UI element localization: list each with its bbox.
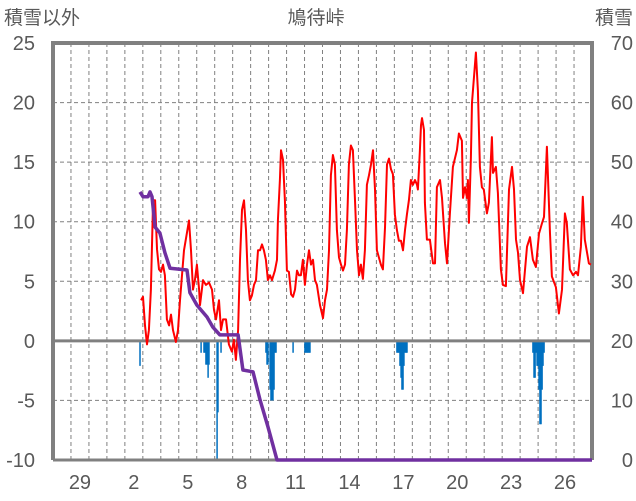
blue-bar xyxy=(304,340,306,353)
blue-bar xyxy=(275,340,277,353)
plot-frame xyxy=(51,41,594,460)
blue-bar xyxy=(404,340,406,353)
x-tick-label: 26 xyxy=(554,472,576,494)
left-tick-label: 0 xyxy=(24,331,35,353)
right-tick-label: 50 xyxy=(611,152,633,174)
x-tick-label: 14 xyxy=(338,472,360,494)
blue-bar xyxy=(266,340,268,365)
blue-bar xyxy=(541,340,543,390)
right-tick-label: 0 xyxy=(622,450,633,472)
x-tick-label: 23 xyxy=(500,472,522,494)
right-tick-label: 40 xyxy=(611,212,633,234)
red-line xyxy=(140,51,592,361)
blue-bar xyxy=(403,340,405,366)
blue-bar xyxy=(208,340,210,365)
blue-bar xyxy=(535,340,537,353)
gridlines xyxy=(53,43,592,460)
blue-bar xyxy=(537,340,539,366)
blue-bar xyxy=(405,340,407,353)
left-axis-title: 積雪以外 xyxy=(4,7,80,29)
left-tick-label: 25 xyxy=(13,33,35,55)
blue-bar xyxy=(270,340,272,401)
blue-bar xyxy=(306,340,308,353)
blue-bar xyxy=(274,340,276,353)
axes xyxy=(51,41,594,462)
blue-bar xyxy=(292,340,294,353)
blue-bar xyxy=(406,340,408,353)
blue-bar xyxy=(205,340,207,365)
blue-bar xyxy=(540,340,542,425)
right-tick-label: 20 xyxy=(611,331,633,353)
blue-bar xyxy=(273,340,275,390)
x-tick-label: 5 xyxy=(182,472,193,494)
blue-bar xyxy=(272,340,274,401)
blue-bar xyxy=(200,340,202,353)
blue-bar xyxy=(309,340,311,353)
left-tick-label: 10 xyxy=(13,212,35,234)
blue-bar xyxy=(533,340,535,378)
blue-bar xyxy=(139,340,141,366)
blue-bar xyxy=(308,340,310,353)
blue-bar xyxy=(539,340,541,425)
left-tick-label: 15 xyxy=(13,152,35,174)
x-tick-label: 2 xyxy=(128,472,139,494)
left-tick-label: 20 xyxy=(13,93,35,115)
blue-bar xyxy=(216,340,218,460)
blue-bar xyxy=(543,340,545,353)
blue-bar xyxy=(399,340,401,366)
line-series xyxy=(138,51,592,462)
blue-bar xyxy=(206,340,208,365)
left-tick-label: 5 xyxy=(24,271,35,293)
blue-bar xyxy=(207,340,209,378)
left-tick-label: -5 xyxy=(17,390,35,412)
blue-bar xyxy=(402,340,404,390)
blue-bar xyxy=(217,340,219,413)
x-tick-label: 11 xyxy=(285,472,306,494)
right-tick-label: 60 xyxy=(611,93,633,115)
blue-bar xyxy=(532,340,534,353)
snow-depth-line xyxy=(138,190,592,462)
blue-bar xyxy=(269,340,271,390)
right-tick-label: 10 xyxy=(611,390,633,412)
blue-bar xyxy=(536,340,538,366)
x-tick-label: 17 xyxy=(392,472,414,494)
blue-bar xyxy=(305,340,307,353)
right-tick-label: 70 xyxy=(611,33,633,55)
right-axis-title: 積雪 xyxy=(595,7,633,29)
blue-bar xyxy=(400,340,402,378)
right-tick-label: 30 xyxy=(611,271,633,293)
chart-title: 鳩待峠 xyxy=(287,7,344,29)
x-tick-label: 20 xyxy=(446,472,468,494)
x-tick-label: 29 xyxy=(69,472,91,494)
blue-bar xyxy=(397,340,399,353)
blue-bar xyxy=(396,340,398,353)
blue-bar xyxy=(398,340,400,353)
blue-bar xyxy=(534,340,536,378)
blue-bar xyxy=(265,340,267,353)
blue-bar xyxy=(220,340,222,353)
blue-bars-series xyxy=(139,340,545,460)
blue-bar xyxy=(204,340,206,353)
left-tick-label: -10 xyxy=(6,450,35,472)
blue-bar xyxy=(307,340,309,353)
blue-bar xyxy=(203,340,205,353)
blue-bar xyxy=(542,340,544,366)
blue-bar xyxy=(271,340,273,401)
blue-bar xyxy=(401,340,403,390)
x-tick-label: 8 xyxy=(236,472,247,494)
blue-bar xyxy=(267,340,269,365)
blue-bar xyxy=(538,340,540,390)
